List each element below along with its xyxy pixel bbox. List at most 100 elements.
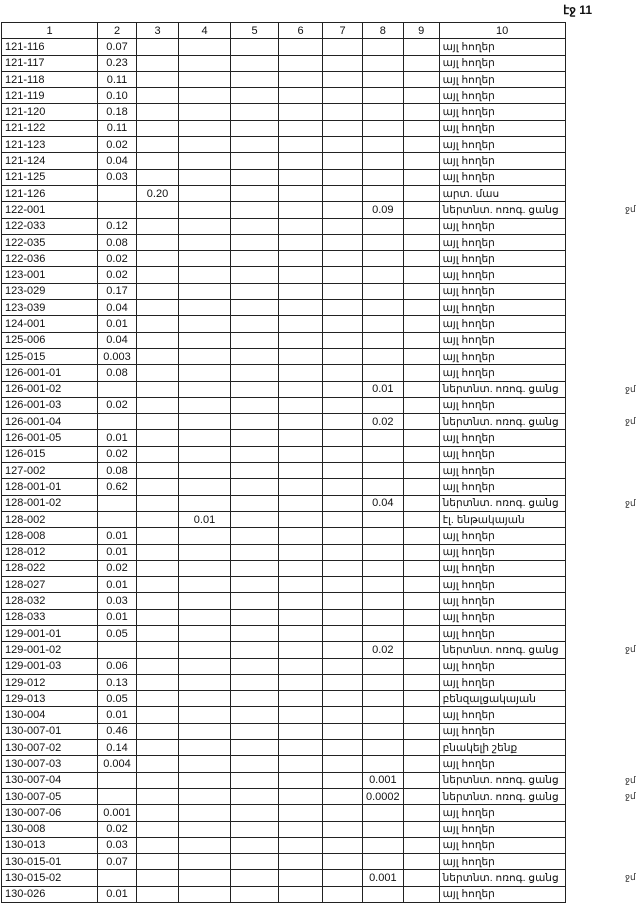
- cell-col-1: 130-007-01: [1, 722, 98, 741]
- cell-col-8: [362, 299, 404, 317]
- cell-col-6: [278, 331, 323, 349]
- cell-col-1: 128-033: [1, 608, 98, 626]
- cell-col-9: [402, 771, 440, 789]
- cell-col-7: [322, 250, 363, 268]
- cell-col-3: [136, 380, 179, 398]
- cell-col-6: [278, 690, 323, 708]
- cell-col-10: այլ հողեր: [438, 70, 566, 89]
- cell-col-8: [362, 755, 404, 773]
- cell-col-6: [278, 299, 323, 317]
- cell-col-7: [322, 478, 363, 496]
- cell-col-9: [402, 494, 440, 512]
- table-row: 121-120 0.18 այլ հողեր: [1, 103, 566, 121]
- cell-col-6: [278, 445, 323, 464]
- cell-col-1: 121-120: [1, 103, 98, 121]
- cell-col-3: [136, 429, 179, 447]
- cell-col-7: [322, 233, 363, 252]
- cell-col-3: [136, 54, 179, 72]
- cell-col-7: [322, 70, 363, 89]
- table-row: 126-001-03 0.02 այլ հողեր: [1, 396, 566, 415]
- cell-col-7: [322, 380, 363, 398]
- cell-col-2: 0.003: [97, 347, 137, 366]
- cell-col-6: [278, 315, 323, 333]
- cell-col-8: [362, 853, 404, 871]
- cell-col-4: [178, 478, 231, 496]
- cell-col-2: [97, 787, 137, 806]
- cell-col-9: [402, 462, 440, 480]
- cell-col-2: 0.01: [97, 576, 137, 594]
- cell-col-3: [136, 722, 179, 741]
- cell-col-10: այլ հողեր: [438, 527, 566, 545]
- cell-col-10: ներտնտ. ոռոգ. ցանց: [438, 869, 566, 887]
- cell-col-2: 0.02: [97, 445, 137, 464]
- cell-col-5: [230, 38, 279, 56]
- cell-col-2: [97, 641, 137, 659]
- cell-col-10: այլ հողեր: [438, 315, 566, 333]
- column-header: 2: [97, 21, 137, 40]
- cell-col-10: այլ հողեր: [438, 266, 566, 284]
- cell-col-9: [402, 54, 440, 72]
- cell-col-9: [402, 853, 440, 871]
- cell-col-7: [322, 592, 363, 610]
- cell-col-7: [322, 87, 363, 105]
- cell-col-1: 121-126: [1, 184, 98, 203]
- cell-col-8: [362, 54, 404, 72]
- cell-col-9: [402, 641, 440, 659]
- cell-col-3: [136, 494, 179, 512]
- cell-col-10: այլ հողեր: [438, 103, 566, 121]
- cell-col-1: 130-015-01: [1, 853, 98, 871]
- cell-col-4: [178, 853, 231, 871]
- cell-col-6: [278, 184, 323, 203]
- table-row: 130-015-02 0.001 ներտնտ. ոռոգ. ցանց: [1, 869, 566, 887]
- cell-col-8: [362, 119, 404, 138]
- cell-col-8: 0.04: [362, 494, 404, 512]
- cell-col-7: [322, 396, 363, 415]
- cell-col-4: [178, 38, 231, 56]
- table-row: 129-001-01 0.05 այլ հողեր: [1, 624, 566, 643]
- cell-col-1: 128-032: [1, 592, 98, 610]
- cell-col-9: [402, 755, 440, 773]
- cell-col-3: [136, 673, 179, 692]
- cell-col-9: [402, 510, 440, 529]
- cell-col-6: [278, 201, 323, 219]
- cell-col-4: [178, 739, 231, 757]
- table-row: 128-033 0.01 այլ հողեր: [1, 608, 566, 626]
- cell-col-3: [136, 869, 179, 887]
- cell-col-6: [278, 624, 323, 643]
- cell-col-5: [230, 87, 279, 105]
- cell-col-3: [136, 559, 179, 578]
- cell-col-6: [278, 592, 323, 610]
- cell-col-6: [278, 217, 323, 235]
- cell-col-1: 130-007-05: [1, 787, 98, 806]
- cell-col-8: 0.02: [362, 641, 404, 659]
- cell-col-4: [178, 380, 231, 398]
- cell-col-9: [402, 624, 440, 643]
- cell-col-4: [178, 641, 231, 659]
- cell-col-10: ներտնտ. ոռոգ. ցանց: [438, 787, 566, 806]
- cell-col-9: [402, 136, 440, 154]
- cell-col-10: ներտնտ. ոռոգ. ցանց: [438, 380, 566, 398]
- cell-col-1: 123-029: [1, 282, 98, 301]
- cell-col-10: արտ. մաս: [438, 184, 566, 203]
- cell-col-8: [362, 136, 404, 154]
- cell-col-3: [136, 364, 179, 382]
- cell-col-1: 130-007-04: [1, 771, 98, 789]
- cell-col-6: [278, 413, 323, 431]
- cell-col-10: այլ հողեր: [438, 624, 566, 643]
- margin-note: ջմ: [625, 384, 636, 394]
- cell-col-2: 0.01: [97, 315, 137, 333]
- cell-col-1: 129-013: [1, 690, 98, 708]
- cell-col-5: [230, 184, 279, 203]
- cell-col-1: 124-001: [1, 315, 98, 333]
- cell-col-7: [322, 527, 363, 545]
- cell-col-1: 122-036: [1, 250, 98, 268]
- cell-col-9: [402, 299, 440, 317]
- cell-col-7: [322, 152, 363, 170]
- cell-col-5: [230, 168, 279, 186]
- cell-col-6: [278, 510, 323, 529]
- cell-col-9: [402, 673, 440, 692]
- cell-col-4: [178, 624, 231, 643]
- cell-col-10: այլ հողեր: [438, 250, 566, 268]
- cell-col-2: [97, 201, 137, 219]
- cell-col-1: 129-001-01: [1, 624, 98, 643]
